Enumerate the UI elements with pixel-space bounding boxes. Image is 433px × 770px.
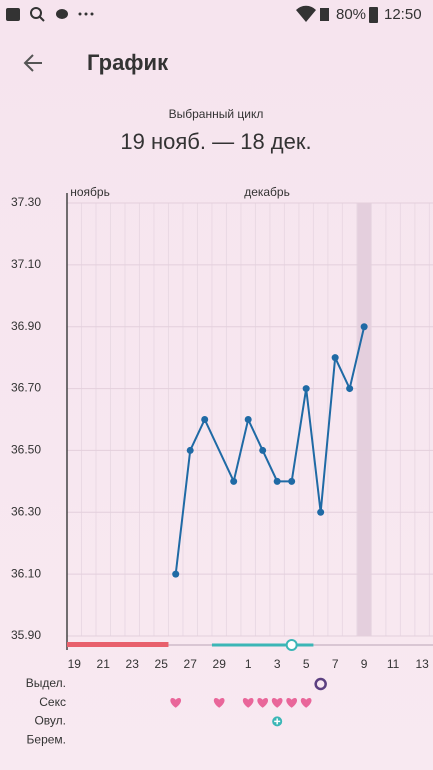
- chart: 35.90 36.10 36.30 36.50 36.70 36.90 37.10 37.30…: [11, 185, 433, 746]
- temperature-point: [273, 477, 281, 485]
- sex-marker: [257, 697, 269, 708]
- x-tick-label: 23: [126, 657, 140, 671]
- x-tick-label: 21: [97, 657, 111, 671]
- battery-icon: [369, 7, 378, 23]
- month-label: ноябрь: [70, 185, 110, 199]
- search-icon: [30, 7, 42, 19]
- temperature-point: [346, 385, 354, 393]
- sex-marker: [170, 697, 182, 708]
- y-tick-label: 36.70: [11, 381, 41, 395]
- y-tick-label: 37.30: [11, 195, 41, 209]
- temperature-point: [331, 354, 339, 362]
- temperature-point: [186, 446, 194, 454]
- row-label: Секс: [39, 695, 66, 709]
- wifi-icon: [296, 5, 316, 22]
- temperature-point: [244, 416, 252, 423]
- fertile-bar: [211, 643, 314, 647]
- sex-marker: [213, 697, 225, 708]
- temperature-point: [172, 570, 180, 578]
- notification-icon: [6, 8, 20, 21]
- x-tick-label: 27: [184, 657, 198, 671]
- sex-marker: [271, 697, 283, 708]
- temperature-point: [288, 477, 296, 485]
- ovulation-test-plus: [274, 718, 281, 725]
- temperature-point: [317, 508, 325, 516]
- x-tick-label: 3: [274, 657, 281, 671]
- row-label: Овул.: [34, 714, 66, 728]
- app-icon: [56, 9, 68, 19]
- x-tick-label: 29: [213, 657, 227, 671]
- ovulation-marker: [285, 639, 298, 651]
- x-tick-label: 7: [332, 657, 339, 671]
- cycle-caption: Выбранный цикл: [169, 107, 264, 121]
- signal-icon: [320, 8, 329, 21]
- temperature-point: [360, 323, 368, 331]
- y-tick-label: 36.50: [11, 443, 41, 457]
- x-tick-label: 1: [245, 657, 252, 671]
- x-tick-label: 9: [361, 657, 368, 671]
- sex-marker: [242, 697, 254, 708]
- cycle-range[interactable]: 19 нояб. — 18 дек.: [120, 129, 311, 154]
- clock: 12:50: [384, 6, 422, 23]
- x-tick-label: 5: [303, 657, 310, 671]
- page-title: График: [87, 50, 169, 75]
- temperature-point: [302, 385, 310, 393]
- y-tick-label: 36.30: [11, 504, 41, 518]
- y-tick-label: 35.90: [11, 628, 41, 642]
- row-label: Выдел.: [26, 676, 66, 690]
- sex-marker: [286, 697, 298, 708]
- temperature-point: [230, 477, 238, 485]
- y-tick-label: 36.90: [11, 319, 41, 333]
- month-label: декабрь: [244, 185, 290, 199]
- y-tick-label: 36.10: [11, 566, 41, 580]
- x-tick-label: 25: [155, 657, 169, 671]
- search-icon-handle: [39, 16, 45, 22]
- temperature-point: [201, 416, 209, 423]
- period-bar: [67, 642, 169, 647]
- temperature-point: [259, 446, 267, 454]
- sex-marker: [300, 697, 312, 708]
- battery-text: 80%: [336, 6, 366, 23]
- back-button[interactable]: [23, 54, 42, 72]
- x-tick-label: 13: [415, 657, 429, 671]
- status-icons: [6, 5, 378, 23]
- x-tick-label: 19: [68, 657, 82, 671]
- row-label: Берем.: [27, 732, 66, 746]
- x-tick-label: 11: [387, 657, 400, 671]
- highlight-column: [356, 203, 372, 636]
- y-tick-label: 37.10: [11, 257, 41, 271]
- discharge-marker: [314, 677, 327, 691]
